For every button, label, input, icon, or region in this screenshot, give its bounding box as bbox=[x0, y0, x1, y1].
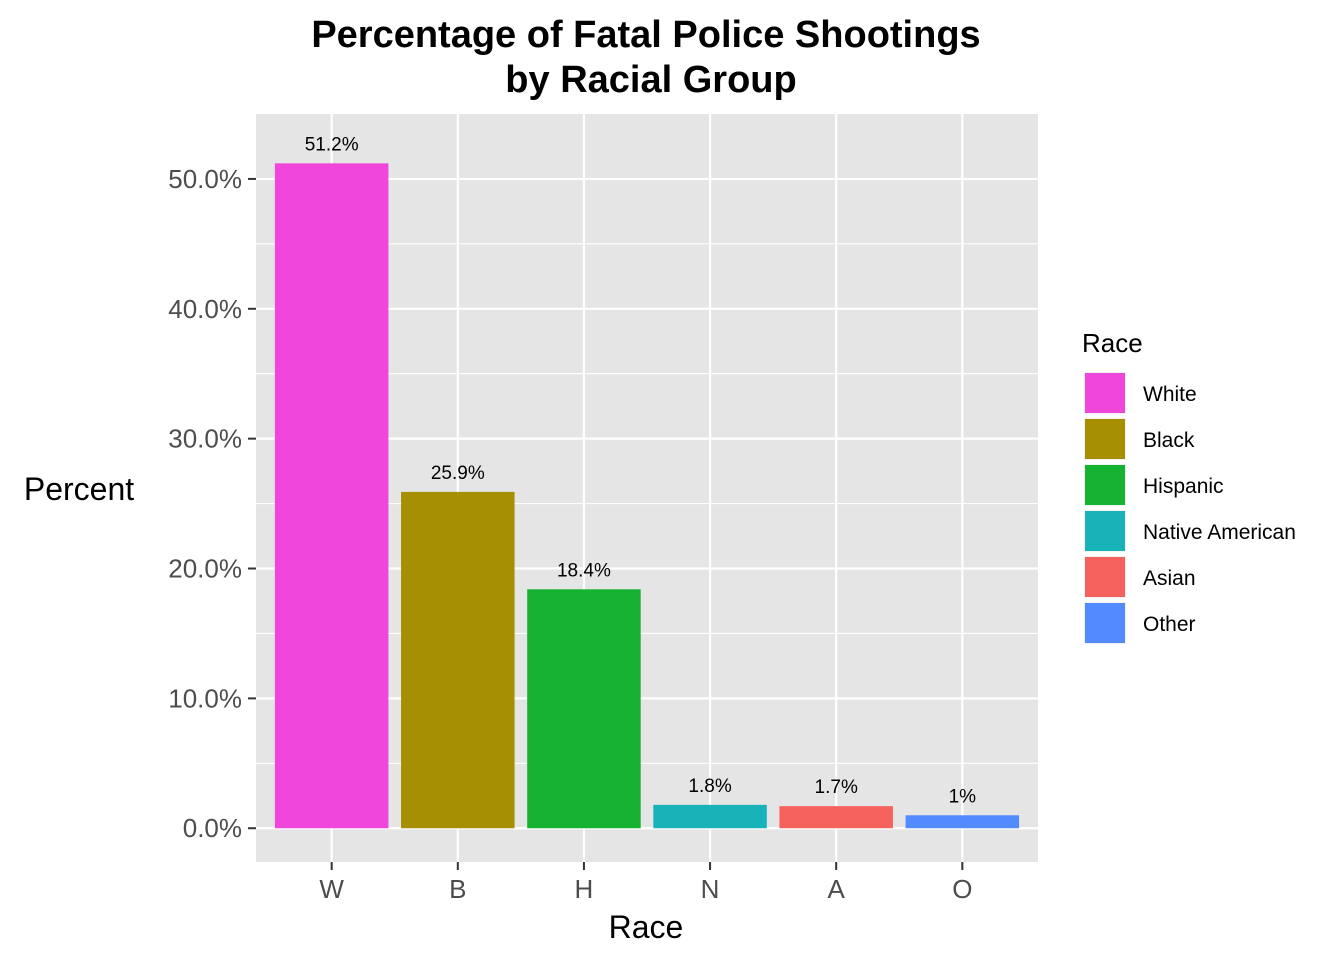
bar-N bbox=[653, 804, 767, 829]
data-label-H: 18.4% bbox=[557, 560, 611, 581]
bar-H bbox=[527, 589, 641, 829]
x-tick-label: W bbox=[319, 874, 344, 904]
legend-swatch-4 bbox=[1085, 557, 1125, 597]
legend-swatch-1 bbox=[1085, 419, 1125, 459]
x-tick-label: B bbox=[449, 874, 466, 904]
y-tick-label: 30.0% bbox=[168, 424, 242, 454]
bar-O bbox=[905, 815, 1020, 829]
chart-title-line-1: Percentage of Fatal Police Shootings bbox=[311, 14, 980, 56]
y-tick-label: 50.0% bbox=[168, 164, 242, 194]
legend-label: Asian bbox=[1143, 567, 1196, 590]
legend-title: Race bbox=[1082, 328, 1143, 358]
legend-label: White bbox=[1143, 383, 1197, 406]
bar-A bbox=[779, 806, 893, 829]
y-axis-title: Percent bbox=[24, 471, 134, 507]
data-label-W: 51.2% bbox=[305, 134, 359, 155]
x-axis-title: Race bbox=[609, 909, 684, 945]
bar-B bbox=[401, 491, 515, 829]
y-axis: 0.0% 10.0% 20.0% 30.0% 40.0% 50.0% bbox=[168, 164, 256, 843]
legend-swatch-0 bbox=[1085, 373, 1125, 413]
y-tick-label: 0.0% bbox=[183, 813, 242, 843]
y-tick-label: 20.0% bbox=[168, 554, 242, 584]
legend-swatch-5 bbox=[1085, 603, 1125, 643]
x-tick-label: N bbox=[701, 874, 720, 904]
plot-panel: 51.2% 25.9% 18.4% 1.8% 1.7% 1% bbox=[256, 114, 1038, 862]
legend: Race White Black Hispanic Native American As… bbox=[1082, 328, 1296, 644]
legend-label: Black bbox=[1143, 429, 1195, 452]
legend-swatch-3 bbox=[1085, 511, 1125, 551]
data-label-O: 1% bbox=[949, 786, 977, 807]
data-label-B: 25.9% bbox=[431, 463, 485, 484]
bar-W bbox=[274, 163, 389, 829]
legend-label: Native American bbox=[1143, 521, 1296, 544]
x-tick-label: O bbox=[952, 874, 972, 904]
data-label-N: 1.8% bbox=[688, 776, 731, 797]
data-label-A: 1.7% bbox=[815, 777, 858, 798]
x-tick-label: H bbox=[575, 874, 594, 904]
y-tick-label: 40.0% bbox=[168, 294, 242, 324]
y-tick-label: 10.0% bbox=[168, 683, 242, 713]
legend-label: Other bbox=[1143, 613, 1196, 636]
chart-title-line-2: by Racial Group bbox=[505, 59, 796, 101]
x-tick-label: A bbox=[828, 874, 846, 904]
legend-swatch-2 bbox=[1085, 465, 1125, 505]
legend-label: Hispanic bbox=[1143, 475, 1224, 498]
